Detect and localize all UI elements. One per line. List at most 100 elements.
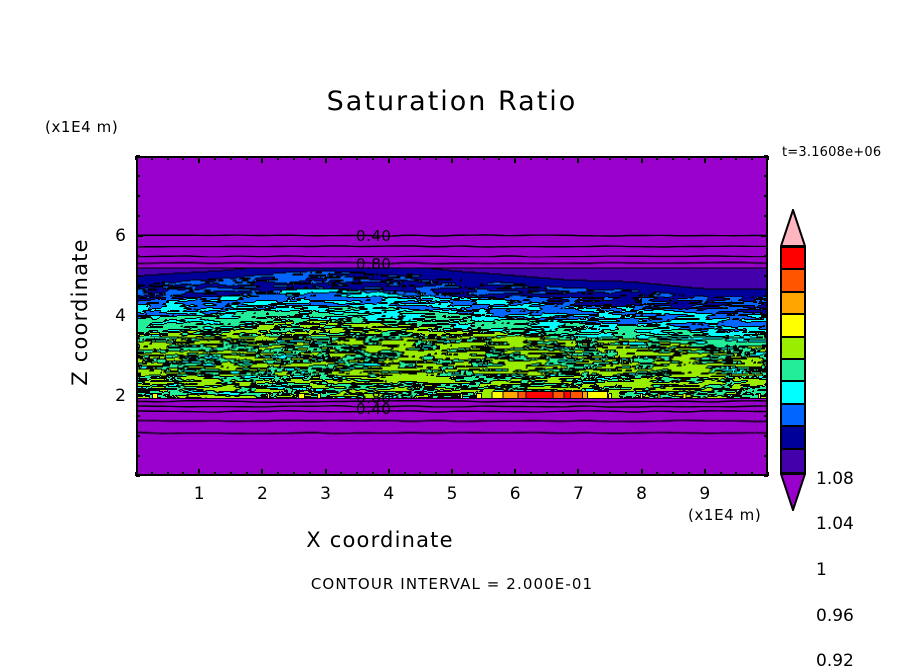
- contour-line-label: 0.80: [356, 254, 392, 273]
- x-axis-tick: [308, 156, 311, 160]
- x-axis-tick: [609, 156, 611, 160]
- x-axis-tick: [577, 156, 580, 163]
- x-axis-tick: [624, 472, 627, 476]
- x-axis-tick-label: 8: [636, 484, 648, 504]
- x-axis-tick: [198, 469, 201, 476]
- y-axis-tick: [136, 455, 140, 457]
- y-axis-tick-label: 6: [115, 226, 126, 246]
- x-axis-tick: [435, 156, 438, 160]
- y-axis-tick: [136, 355, 140, 357]
- colorbar-bottom-arrow-icon: [780, 473, 806, 511]
- colorbar-tick-label: 0.92: [816, 651, 854, 671]
- y-axis-tick: [764, 435, 768, 437]
- x-axis-tick: [530, 472, 532, 476]
- x-axis-tick: [656, 472, 659, 476]
- y-axis-tick: [764, 355, 768, 357]
- x-axis-tick: [293, 472, 295, 476]
- x-axis-tick: [135, 156, 137, 160]
- colorbar-band: [782, 248, 804, 271]
- y-axis-tick: [136, 375, 140, 377]
- contour-field: [138, 158, 766, 474]
- x-axis-tick: [198, 156, 201, 163]
- x-axis-tick: [308, 472, 311, 476]
- x-axis-tick-label: 9: [699, 484, 711, 504]
- colorbar-top-arrow-icon: [780, 209, 806, 247]
- colorbar-band: [782, 427, 804, 450]
- colorbar-tick-label: 0.96: [816, 605, 854, 626]
- colorbar-band: [782, 449, 804, 472]
- y-axis-tick: [136, 315, 143, 317]
- x-axis-tick: [703, 469, 706, 476]
- y-axis-tick: [764, 415, 768, 417]
- x-axis-tick-label: 1: [193, 484, 205, 504]
- x-axis-tick: [561, 156, 564, 160]
- colorbar-band: [782, 292, 804, 316]
- x-axis-tick: [719, 156, 722, 160]
- x-axis-tick: [514, 156, 517, 163]
- x-axis-tick: [166, 156, 169, 160]
- x-axis-tick: [451, 156, 453, 163]
- x-axis-tick: [545, 472, 548, 476]
- x-axis-tick: [150, 472, 153, 476]
- x-axis-tick: [593, 156, 596, 160]
- x-axis-tick: [372, 472, 374, 476]
- y-axis-tick: [764, 295, 768, 297]
- x-axis-tick: [482, 156, 485, 160]
- y-axis-tick: [764, 375, 768, 377]
- x-axis-tick: [514, 469, 517, 476]
- y-axis-tick: [761, 235, 768, 237]
- x-axis-tick-label: 6: [509, 484, 521, 504]
- contour-interval-label: CONTOUR INTERVAL = 2.000E-01: [310, 575, 594, 593]
- y-axis-unit-label: (x1E4 m): [45, 118, 119, 136]
- x-axis-tick: [182, 472, 185, 476]
- y-axis-tick: [764, 255, 768, 257]
- colorbar-tick-label: 1.08: [816, 468, 854, 489]
- x-axis-tick: [545, 156, 548, 160]
- x-axis-tick: [640, 469, 643, 476]
- colorbar-tick-label: 1.04: [816, 514, 854, 535]
- x-axis-tick: [387, 156, 390, 163]
- contour-line-label: 0.80: [356, 389, 392, 407]
- colorbar-bands: [780, 246, 806, 474]
- x-axis-tick: [324, 469, 327, 476]
- x-axis-tick: [719, 472, 722, 476]
- x-axis-tick: [561, 472, 564, 476]
- x-axis-tick: [688, 472, 690, 476]
- y-axis-tick: [136, 295, 140, 297]
- x-axis-tick: [245, 472, 248, 476]
- x-axis-tick: [656, 156, 659, 160]
- x-axis-tick: [293, 156, 295, 160]
- x-axis-tick: [277, 472, 280, 476]
- x-axis-tick: [435, 472, 438, 476]
- x-axis-tick: [593, 472, 596, 476]
- x-axis-tick: [135, 472, 137, 476]
- x-axis-tick: [735, 156, 738, 160]
- colorbar-band: [782, 337, 804, 360]
- x-axis-tick: [419, 156, 422, 160]
- x-axis-title: X coordinate: [306, 528, 454, 552]
- y-axis-tick: [764, 195, 768, 197]
- y-axis-tick: [764, 275, 768, 277]
- x-axis-tick: [403, 156, 406, 160]
- y-axis-tick: [136, 235, 143, 237]
- x-axis-tick: [609, 472, 611, 476]
- x-axis-tick: [166, 472, 169, 476]
- y-axis-tick: [136, 275, 140, 277]
- x-axis-tick: [672, 156, 675, 160]
- y-axis-tick: [136, 475, 140, 477]
- y-axis-tick: [764, 175, 768, 177]
- y-axis-tick: [136, 155, 140, 157]
- x-axis-tick: [530, 156, 532, 160]
- x-axis-tick: [688, 156, 690, 160]
- y-axis-tick: [764, 215, 768, 217]
- y-axis-tick: [761, 315, 768, 317]
- x-axis-tick: [261, 156, 264, 163]
- y-axis-tick-label: 4: [115, 306, 126, 326]
- y-axis-tick: [136, 395, 143, 397]
- x-axis-tick: [419, 472, 422, 476]
- y-axis-tick: [764, 335, 768, 337]
- x-axis-tick: [150, 156, 153, 160]
- x-axis-tick: [214, 156, 216, 160]
- x-axis-tick: [672, 472, 675, 476]
- x-axis-tick: [703, 156, 706, 163]
